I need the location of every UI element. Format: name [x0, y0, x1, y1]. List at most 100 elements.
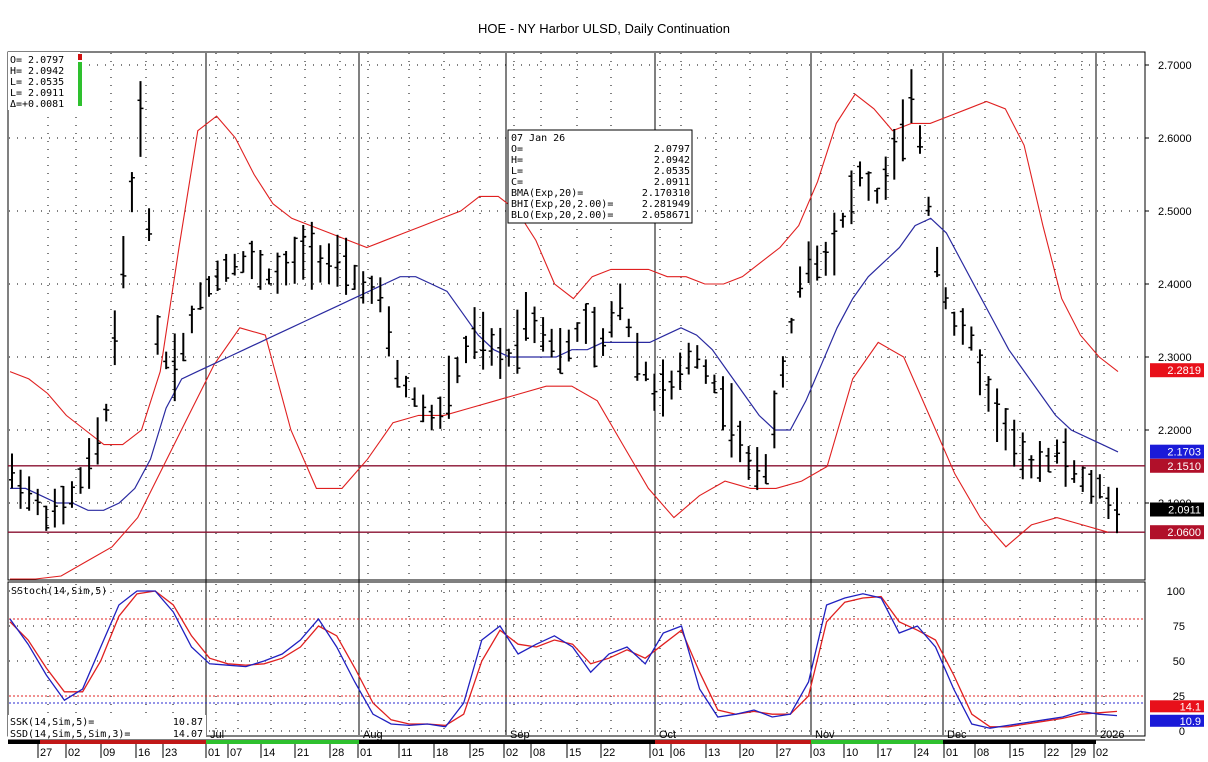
- price-bar: [899, 99, 906, 162]
- price-bar: [334, 234, 341, 287]
- price-bar: [1096, 474, 1103, 499]
- price-bar: [1088, 470, 1095, 504]
- day-label-20: 13: [708, 747, 720, 759]
- day-label-10: 01: [360, 747, 372, 759]
- price-bar: [788, 317, 795, 334]
- day-label-11: 11: [401, 747, 412, 759]
- price-bar: [471, 307, 478, 359]
- price-tag-0: 2.2819: [1167, 365, 1201, 377]
- price-bar: [891, 128, 898, 180]
- price-bar: [1079, 466, 1086, 492]
- y-tick-label-5: 2.2000: [1158, 425, 1192, 437]
- price-bar: [274, 252, 281, 294]
- data-window-value-1: 2.0942: [654, 155, 690, 166]
- price-bar: [360, 271, 367, 304]
- ssd-label: SSD(14,Sim,5,Sim,3)=: [10, 729, 130, 740]
- price-bar: [454, 357, 461, 384]
- price-bar: [223, 253, 230, 282]
- stoch-y-tick-3: 25: [1173, 691, 1185, 703]
- day-label-31: 29: [1074, 747, 1086, 759]
- price-bar: [43, 505, 50, 531]
- day-label-14: 02: [506, 747, 518, 759]
- price-bar: [231, 253, 238, 276]
- price-bar: [514, 309, 521, 374]
- price-bar: [1028, 455, 1035, 479]
- price-bar: [34, 488, 41, 516]
- stoch-tag-bg-1: [1150, 714, 1204, 727]
- price-bar: [197, 282, 204, 310]
- day-label-29: 15: [1012, 747, 1024, 759]
- data-window-value-4: 2.170310: [642, 188, 690, 199]
- price-bar: [925, 196, 932, 216]
- stoch-k-line: [9, 590, 1118, 729]
- price-bar: [762, 454, 769, 485]
- day-label-22: 27: [779, 747, 791, 759]
- data-window-value-0: 2.0797: [654, 144, 690, 155]
- day-label-28: 08: [977, 747, 989, 759]
- ssk-value: 10.87: [173, 717, 203, 728]
- day-label-9: 28: [332, 747, 344, 759]
- bollinger-upper-line: [9, 93, 1119, 446]
- price-bar: [214, 260, 221, 292]
- price-bar: [660, 359, 667, 417]
- data-window-frame: [507, 129, 693, 224]
- y-tick-label-2: 2.5000: [1158, 206, 1192, 218]
- price-tag-4: 2.0600: [1167, 527, 1201, 539]
- price-bar: [377, 277, 384, 313]
- data-window-label-6: BLO(Exp,20,2.00)=: [511, 210, 613, 221]
- price-bar: [403, 375, 410, 398]
- price-bar: [445, 355, 452, 419]
- data-window-label-3: C=: [511, 177, 523, 188]
- grid: [9, 53, 1144, 735]
- ohlc-line-3: L= 2.0911: [10, 88, 64, 99]
- price-bar: [60, 485, 67, 525]
- day-label-6: 07: [230, 747, 242, 759]
- horizontal-levels: [8, 465, 1145, 533]
- day-label-24: 10: [846, 747, 858, 759]
- month-label-1: Aug: [363, 729, 383, 741]
- stoch-tag-1: 10.9: [1180, 716, 1201, 728]
- price-bar: [480, 311, 487, 370]
- date-band-2: [206, 740, 359, 744]
- price-bar: [94, 417, 101, 465]
- data-window-date: 07 Jan 26: [511, 133, 565, 144]
- price-panel-frame: [7, 51, 1146, 581]
- price-bar: [882, 156, 889, 200]
- price-bar: [745, 446, 752, 480]
- day-label-3: 16: [138, 747, 150, 759]
- price-bar: [103, 403, 110, 422]
- day-label-12: 18: [436, 747, 448, 759]
- date-band-6: [811, 740, 943, 744]
- price-bar: [325, 243, 332, 285]
- price-bar: [351, 264, 358, 290]
- stoch-readout-background: [8, 715, 206, 739]
- date-axis: Jul Aug Sep Oct Nov Dec 2026 27 02 09 16 23 01 07 14 21…: [8, 729, 1124, 759]
- price-bar: [754, 447, 761, 491]
- price-bar: [86, 438, 93, 489]
- date-band-7: [943, 740, 1096, 744]
- price-bar: [677, 352, 684, 390]
- stoch-d-line: [9, 590, 1118, 728]
- price-bar: [711, 374, 718, 394]
- price-bar: [68, 481, 75, 508]
- price-bar: [719, 376, 726, 431]
- price-bar: [154, 315, 161, 355]
- price-bars: [9, 69, 1120, 534]
- price-bar: [608, 301, 615, 338]
- price-bar: [265, 268, 272, 285]
- price-bar: [163, 351, 170, 370]
- data-window-value-3: 2.0911: [654, 177, 690, 188]
- price-bar: [839, 212, 846, 228]
- stoch-y-tick-4: 0: [1179, 726, 1185, 738]
- stoch-title: SStoch(14,Sim,5): [11, 586, 107, 597]
- price-bar: [343, 237, 350, 295]
- data-window-value-2: 2.0535: [654, 166, 690, 177]
- day-label-13: 25: [472, 747, 484, 759]
- stoch-tag-0: 14.1: [1180, 701, 1201, 713]
- price-bar: [617, 283, 624, 321]
- price-bar: [1045, 447, 1052, 473]
- price-bar: [642, 361, 649, 382]
- stoch-y-tick-2: 50: [1173, 656, 1185, 668]
- day-label-19: 06: [673, 747, 685, 759]
- price-bar: [779, 356, 786, 388]
